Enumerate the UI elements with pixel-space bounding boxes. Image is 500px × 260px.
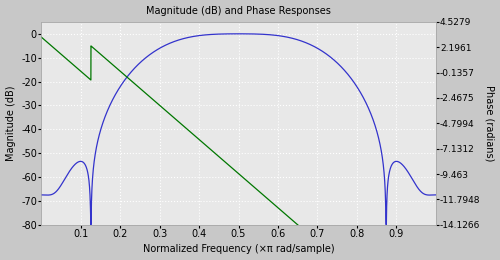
Y-axis label: Phase (radians): Phase (radians) <box>484 85 494 161</box>
X-axis label: Normalized Frequency (×π rad/sample): Normalized Frequency (×π rad/sample) <box>142 244 334 255</box>
Title: Magnitude (dB) and Phase Responses: Magnitude (dB) and Phase Responses <box>146 5 331 16</box>
Y-axis label: Magnitude (dB): Magnitude (dB) <box>6 86 16 161</box>
